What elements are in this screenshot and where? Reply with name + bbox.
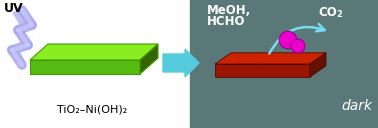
Polygon shape — [310, 53, 326, 77]
FancyArrow shape — [163, 49, 199, 77]
Polygon shape — [215, 64, 310, 77]
Text: HCHO: HCHO — [207, 15, 245, 28]
Polygon shape — [12, 10, 32, 64]
Polygon shape — [30, 60, 140, 74]
Point — [285, 39, 291, 41]
Text: dark: dark — [341, 99, 372, 113]
Point — [295, 45, 301, 47]
Text: 2: 2 — [336, 10, 342, 19]
Text: MeOH,: MeOH, — [207, 4, 251, 17]
Polygon shape — [215, 53, 326, 64]
Text: UV: UV — [4, 2, 23, 15]
FancyArrowPatch shape — [269, 24, 325, 54]
Bar — [190, 0, 378, 128]
Polygon shape — [140, 44, 158, 74]
Text: CO: CO — [318, 6, 337, 19]
Polygon shape — [30, 44, 158, 60]
Bar — [0, 0, 190, 128]
Text: TiO₂–Ni(OH)₂: TiO₂–Ni(OH)₂ — [57, 104, 127, 114]
